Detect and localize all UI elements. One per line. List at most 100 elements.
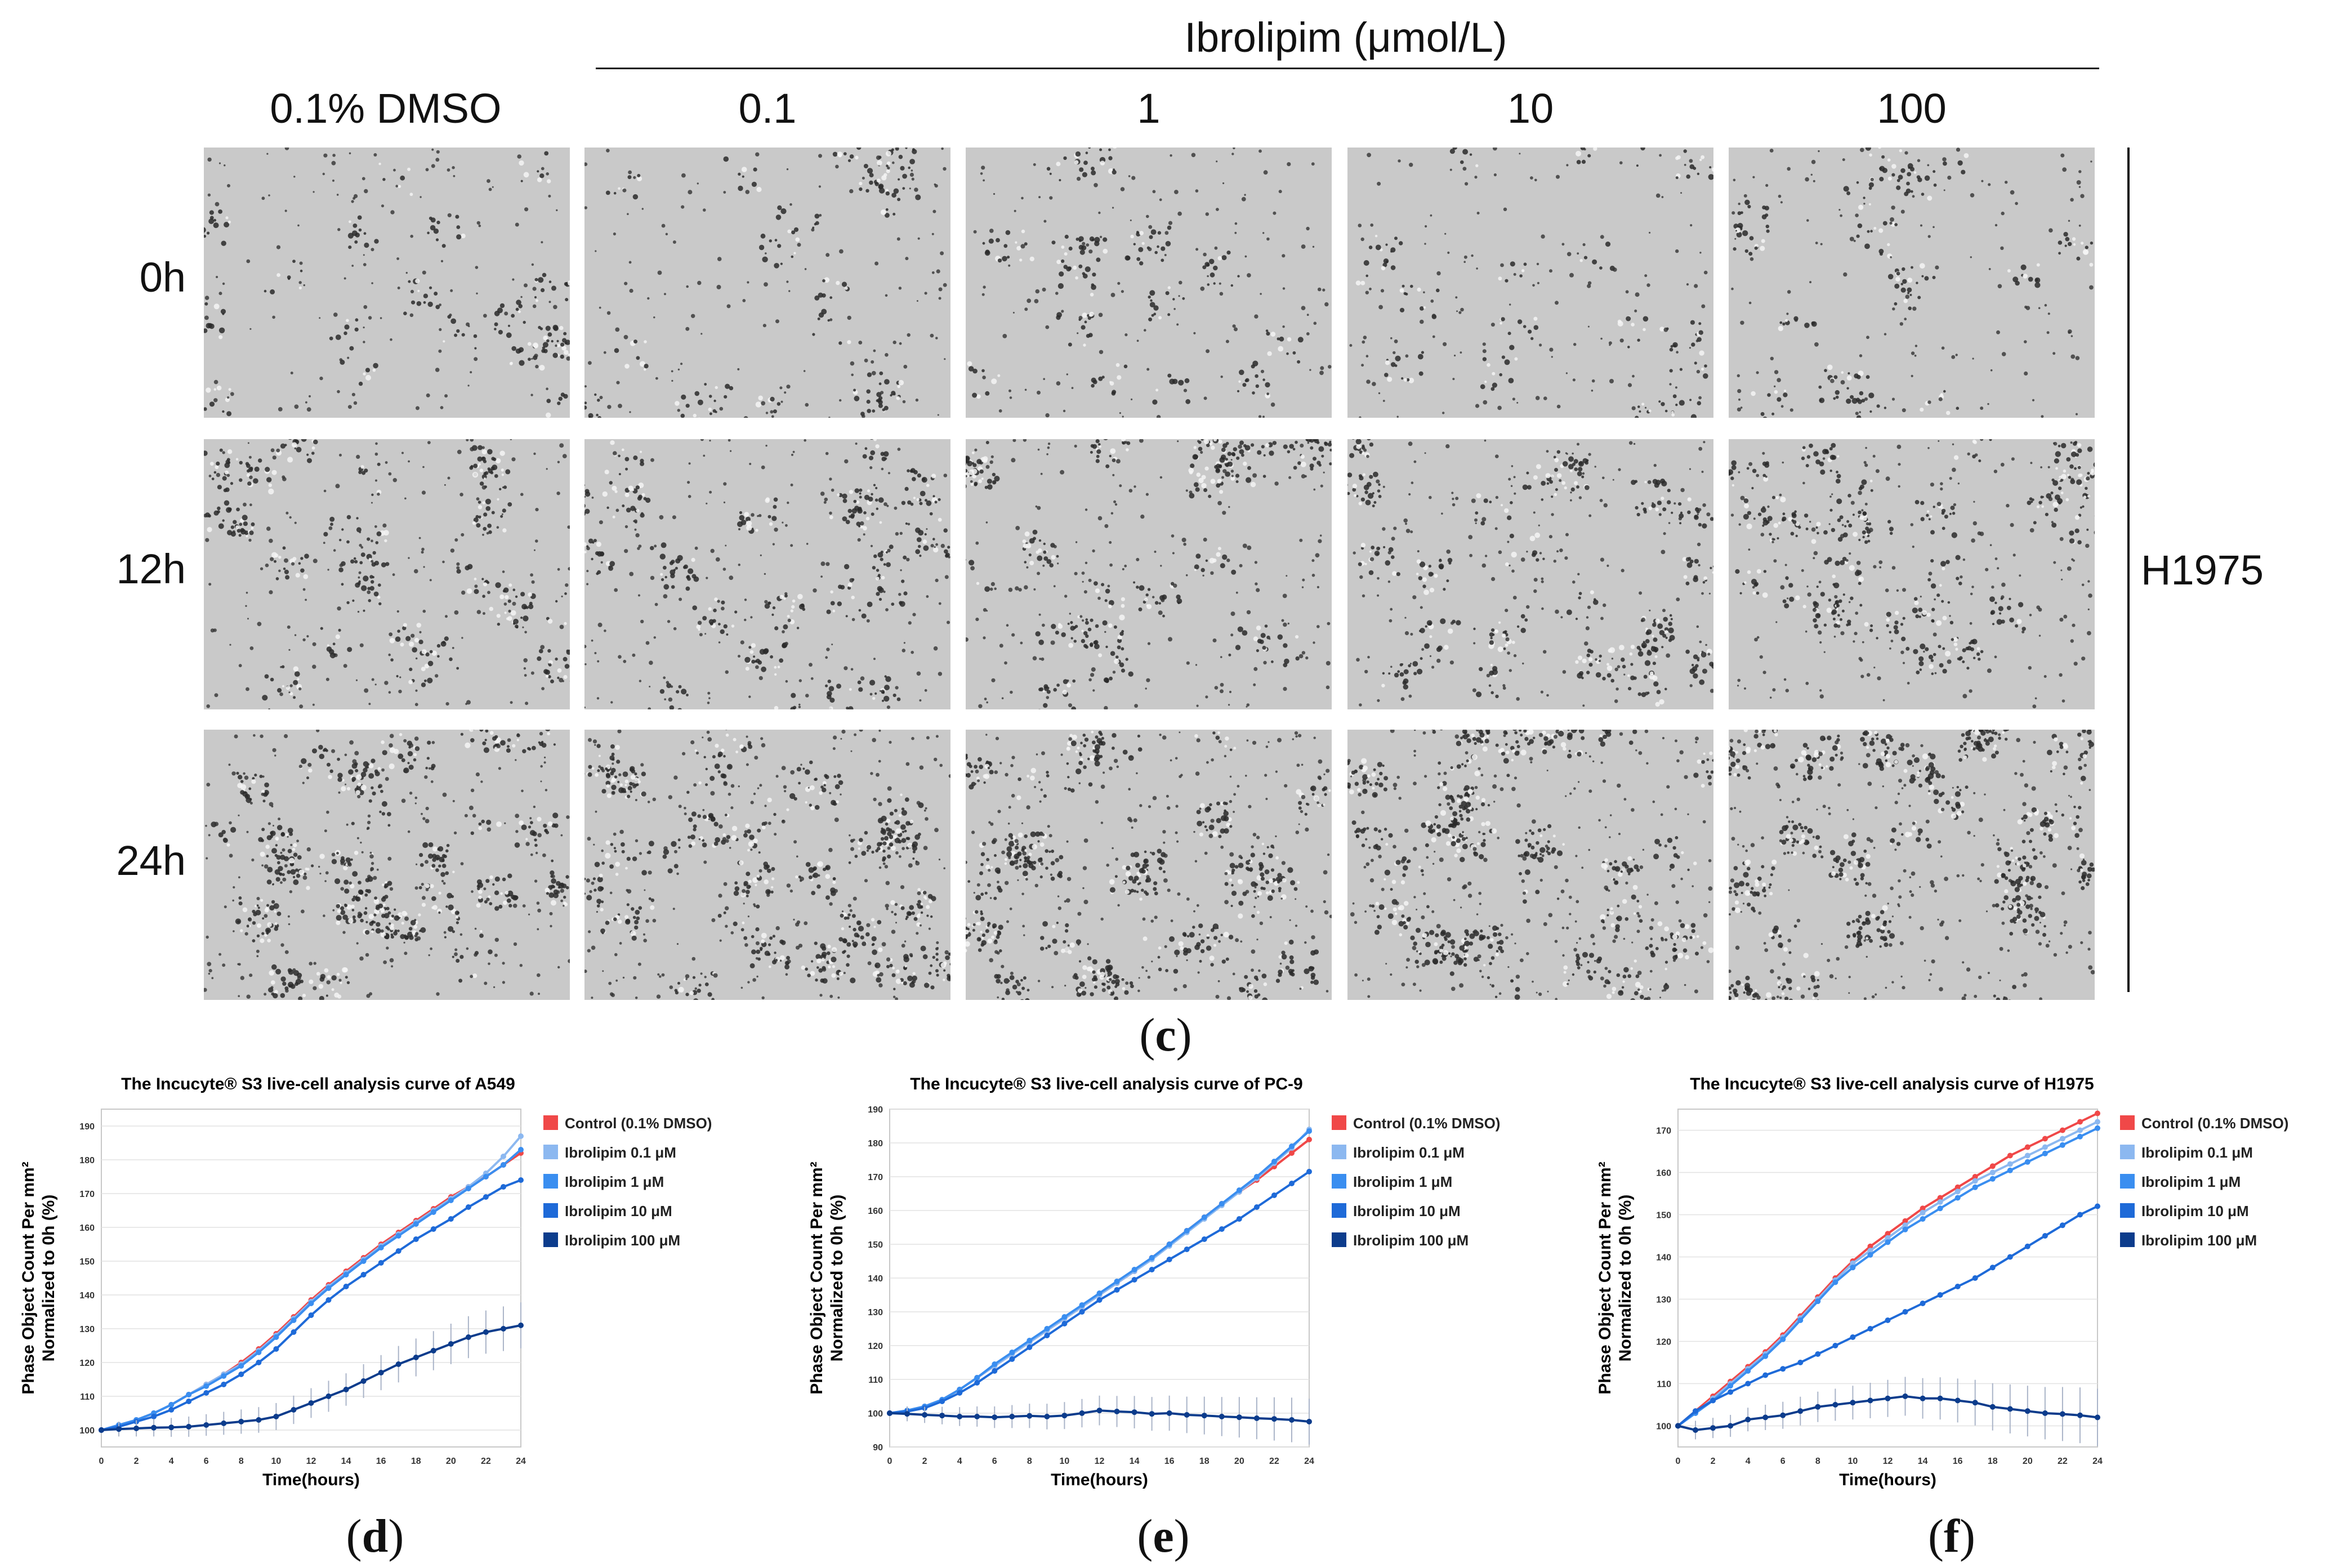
data-point xyxy=(431,1348,436,1353)
data-point xyxy=(256,1360,261,1365)
y-tick-label: 160 xyxy=(868,1207,883,1216)
data-point xyxy=(1955,1189,1961,1194)
x-tick-label: 12 xyxy=(1095,1457,1105,1466)
data-point xyxy=(1938,1199,1943,1205)
data-point xyxy=(1990,1170,1996,1176)
x-tick-label: 18 xyxy=(1199,1457,1210,1466)
micrograph-texture xyxy=(966,439,1332,709)
data-point xyxy=(2095,1111,2100,1116)
data-point xyxy=(1797,1360,1803,1365)
x-tick-label: 2 xyxy=(1711,1457,1716,1466)
x-tick-label: 8 xyxy=(1027,1457,1032,1466)
legend-swatch xyxy=(1332,1115,1346,1130)
data-point xyxy=(518,1323,524,1328)
data-point xyxy=(1832,1280,1838,1285)
micrograph-texture xyxy=(584,148,950,418)
data-point xyxy=(1079,1309,1085,1315)
y-tick-label: 100 xyxy=(79,1426,95,1436)
data-point xyxy=(151,1414,157,1419)
data-point xyxy=(2060,1128,2065,1133)
data-point xyxy=(1920,1396,1926,1401)
x-tick-label: 10 xyxy=(1060,1457,1070,1466)
cell-line-label: H1975 xyxy=(2141,546,2264,594)
y-tick-label: 130 xyxy=(868,1308,883,1317)
legend-label: Ibrolipim 10 μM xyxy=(565,1203,672,1219)
y-axis-label: Phase Object Count Per mm² Normalized to … xyxy=(19,1162,58,1394)
micrograph-texture xyxy=(204,148,570,418)
legend-swatch xyxy=(2120,1203,2135,1218)
y-tick-label: 160 xyxy=(79,1223,95,1233)
data-point xyxy=(2095,1125,2100,1131)
data-point xyxy=(501,1162,506,1168)
data-point xyxy=(168,1424,174,1430)
data-point xyxy=(1938,1205,1943,1211)
data-point xyxy=(186,1392,191,1397)
data-point xyxy=(1797,1317,1803,1323)
micrograph-12h-col0 xyxy=(204,439,570,709)
data-point xyxy=(1219,1226,1225,1232)
x-tick-label: 0 xyxy=(887,1457,892,1466)
data-point xyxy=(168,1407,174,1413)
data-point xyxy=(1728,1423,1733,1429)
legend-label: Ibrolipim 0.1 μM xyxy=(1353,1144,1465,1161)
chart-pc9-svg: The Incucyte® S3 live-cell analysis curv… xyxy=(788,1067,1565,1506)
data-point xyxy=(1903,1393,1908,1399)
legend-label: Ibrolipim 1 μM xyxy=(565,1173,664,1190)
data-point xyxy=(1237,1414,1242,1420)
treatment-bracket-line xyxy=(596,68,2099,69)
data-point xyxy=(1885,1239,1891,1245)
x-axis-label: Time(hours) xyxy=(1839,1471,1936,1489)
data-point xyxy=(361,1258,367,1264)
data-point xyxy=(1762,1373,1768,1378)
data-point xyxy=(448,1341,454,1347)
data-point xyxy=(1079,1302,1085,1308)
data-point xyxy=(2007,1254,2013,1260)
micrograph-texture xyxy=(584,730,950,1000)
data-point xyxy=(116,1426,122,1432)
chart-title: The Incucyte® S3 live-cell analysis curv… xyxy=(910,1075,1302,1093)
data-point xyxy=(1237,1216,1242,1222)
y-tick-label: 150 xyxy=(1656,1211,1671,1221)
data-point xyxy=(1097,1408,1103,1413)
data-point xyxy=(1237,1187,1242,1193)
chart-pc9: The Incucyte® S3 live-cell analysis curv… xyxy=(788,1067,1565,1506)
x-tick-label: 4 xyxy=(169,1457,174,1466)
y-tick-label: 130 xyxy=(1656,1296,1671,1305)
micrograph-texture xyxy=(584,439,950,709)
data-point xyxy=(1306,1137,1312,1142)
data-point xyxy=(1149,1411,1155,1417)
micrograph-24h-col2 xyxy=(966,730,1332,1000)
x-tick-label: 24 xyxy=(516,1457,526,1466)
data-point xyxy=(466,1204,471,1210)
y-tick-label: 180 xyxy=(868,1139,883,1149)
panel-label-d: (d) xyxy=(319,1509,431,1563)
x-axis-label: Time(hours) xyxy=(1051,1471,1148,1489)
x-tick-label: 20 xyxy=(2023,1457,2033,1466)
x-tick-label: 6 xyxy=(204,1457,209,1466)
x-tick-label: 20 xyxy=(446,1457,456,1466)
data-point xyxy=(413,1221,419,1227)
data-point xyxy=(2077,1134,2083,1140)
data-point xyxy=(904,1411,910,1417)
data-point xyxy=(1868,1326,1873,1332)
panel-label-e: (e) xyxy=(1107,1509,1220,1563)
micrograph-12h-col4 xyxy=(1729,439,2095,709)
x-tick-label: 16 xyxy=(1953,1457,1963,1466)
micrograph-12h-col2 xyxy=(966,439,1332,709)
x-tick-label: 2 xyxy=(134,1457,139,1466)
data-point xyxy=(2042,1151,2048,1156)
data-point xyxy=(501,1184,506,1190)
data-point xyxy=(1184,1228,1190,1234)
y-tick-label: 120 xyxy=(79,1359,95,1368)
data-point xyxy=(2042,1410,2048,1416)
micrograph-24h-col3 xyxy=(1347,730,1713,1000)
data-point xyxy=(1850,1400,1855,1405)
x-tick-label: 8 xyxy=(1815,1457,1820,1466)
data-point xyxy=(1132,1267,1137,1272)
cell-line-bracket-line xyxy=(2127,148,2130,992)
data-point xyxy=(957,1414,962,1419)
data-point xyxy=(1184,1247,1190,1252)
data-point xyxy=(2095,1415,2100,1420)
data-point xyxy=(448,1198,454,1203)
data-point xyxy=(221,1420,226,1426)
